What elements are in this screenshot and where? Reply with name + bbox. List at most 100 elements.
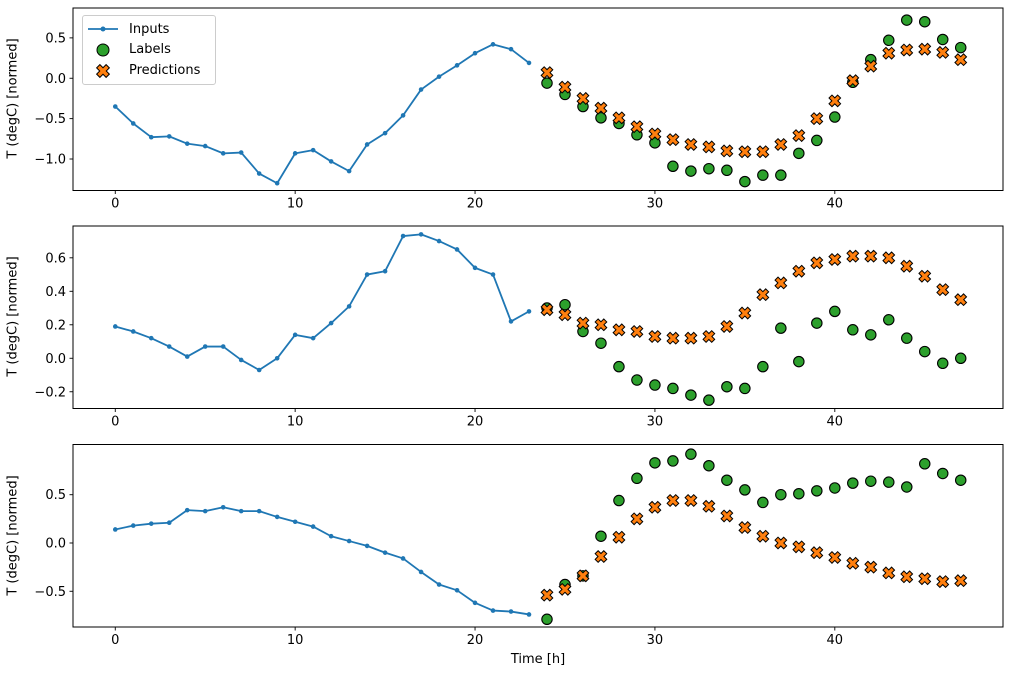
inputs-point: [148, 521, 154, 526]
x-tick-label: 30: [647, 197, 664, 212]
prediction-point: [630, 512, 644, 526]
prediction-point: [756, 529, 770, 543]
inputs-point: [382, 268, 388, 274]
prediction-point: [594, 318, 608, 332]
legend-label-inputs: Inputs: [129, 21, 170, 37]
inputs-point: [256, 367, 262, 373]
inputs-point: [490, 42, 496, 47]
inputs-point: [166, 520, 172, 526]
x-tick-label: 10: [287, 197, 304, 212]
prediction-point: [828, 550, 842, 564]
label-point: [847, 477, 859, 489]
y-tick-label: −1.0: [34, 153, 66, 168]
prediction-point: [774, 536, 788, 550]
y-axis-label-subplot-2: T (degC) [normed]: [5, 256, 21, 377]
inputs-point: [418, 87, 424, 92]
label-point: [721, 474, 733, 486]
prediction-point: [612, 323, 626, 337]
label-point: [667, 160, 679, 173]
inputs-point: [238, 508, 244, 514]
label-point: [757, 169, 769, 181]
inputs-point: [508, 609, 514, 614]
inputs-point: [526, 309, 532, 314]
inputs-point: [148, 134, 154, 140]
label-point: [541, 77, 553, 89]
inputs-point: [472, 265, 478, 271]
prediction-point: [720, 319, 734, 333]
inputs-point: [112, 324, 118, 329]
prediction-point: [630, 120, 644, 134]
prediction-point: [882, 251, 896, 265]
subplot-1: 0 10 20 30 40 0.5 0.0 −0.5 −1.0: [34, 7, 1004, 212]
label-point: [919, 458, 931, 470]
prediction-point: [738, 521, 752, 535]
label-point: [936, 33, 949, 46]
prediction-point: [666, 493, 680, 508]
legend-label-predictions: Predictions: [129, 63, 201, 79]
inputs-point: [256, 171, 262, 176]
label-point: [757, 360, 769, 373]
prediction-point: [702, 329, 716, 344]
inputs-point: [436, 238, 442, 244]
inputs-point: [202, 143, 208, 149]
inputs-point: [256, 508, 262, 514]
x-tick-label: 20: [467, 633, 484, 648]
label-point: [793, 487, 805, 500]
inputs-point: [166, 134, 172, 139]
label-point: [936, 357, 949, 370]
prediction-point: [864, 560, 878, 574]
label-point: [649, 379, 661, 391]
inputs-point: [382, 550, 388, 555]
inputs-point: [526, 60, 532, 66]
prediction-point: [918, 269, 932, 283]
series-labels: [541, 14, 967, 188]
x-tick-label: 0: [111, 633, 119, 648]
inputs-point: [112, 104, 118, 109]
legend-item-predictions: Predictions: [83, 61, 215, 81]
prediction-point: [558, 582, 572, 596]
inputs-point: [490, 272, 496, 277]
label-point: [829, 482, 841, 494]
inputs-point: [220, 151, 226, 156]
y-tick-label: 0.0: [45, 72, 66, 87]
y-tick-label: 0.0: [45, 352, 66, 367]
inputs-point: [184, 507, 190, 513]
prediction-point: [954, 293, 968, 307]
inputs-point: [454, 588, 460, 593]
y-tick-label: 0.6: [45, 251, 66, 266]
inputs-point: [220, 344, 226, 349]
legend-item-inputs: Inputs: [83, 19, 215, 39]
y-axis-label-subplot-1: T (degC) [normed]: [5, 38, 21, 159]
label-point: [954, 474, 967, 486]
prediction-point: [864, 59, 878, 73]
prediction-point: [576, 569, 590, 583]
prediction-point: [540, 66, 554, 80]
legend-item-labels: Labels: [83, 40, 215, 60]
prediction-point: [684, 493, 698, 508]
prediction-point: [594, 101, 608, 115]
label-point: [919, 15, 931, 28]
inputs-point: [400, 113, 406, 118]
inputs-point: [382, 130, 388, 136]
inputs-point: [490, 608, 496, 613]
inputs-point: [328, 159, 334, 164]
label-point: [811, 134, 823, 147]
prediction-point: [792, 129, 806, 143]
inputs-point: [292, 151, 298, 156]
y-tick-label: −0.2: [34, 385, 66, 400]
label-point: [685, 389, 697, 401]
inputs-point: [130, 523, 136, 528]
prediction-point: [576, 316, 590, 330]
inputs-point: [274, 514, 280, 520]
label-point: [595, 112, 607, 124]
inputs-line: [115, 506, 530, 616]
prediction-point: [810, 256, 824, 270]
prediction-point: [540, 303, 554, 317]
label-point: [685, 448, 697, 460]
prediction-point: [720, 144, 734, 158]
prediction-point: [558, 80, 572, 94]
inputs-point: [328, 533, 334, 539]
prediction-point: [630, 324, 644, 338]
prediction-point: [792, 540, 806, 554]
